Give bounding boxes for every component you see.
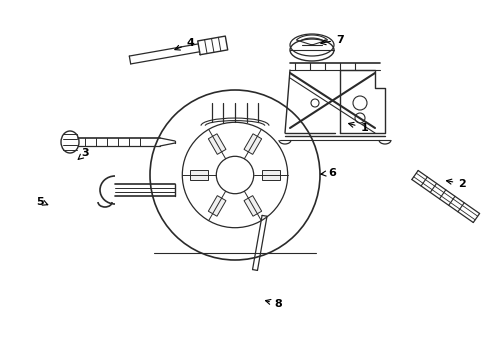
Bar	[244, 134, 261, 154]
Bar	[208, 195, 225, 216]
Text: 8: 8	[265, 299, 282, 309]
Text: 2: 2	[446, 179, 465, 189]
Text: 3: 3	[78, 148, 89, 159]
Text: 1: 1	[348, 122, 367, 133]
Text: 5: 5	[36, 197, 48, 207]
Bar	[190, 170, 208, 180]
Text: 4: 4	[175, 38, 194, 50]
Bar	[244, 195, 261, 216]
Text: 6: 6	[320, 168, 336, 178]
Text: 7: 7	[320, 35, 343, 45]
Bar	[261, 170, 279, 180]
Bar	[208, 134, 225, 154]
